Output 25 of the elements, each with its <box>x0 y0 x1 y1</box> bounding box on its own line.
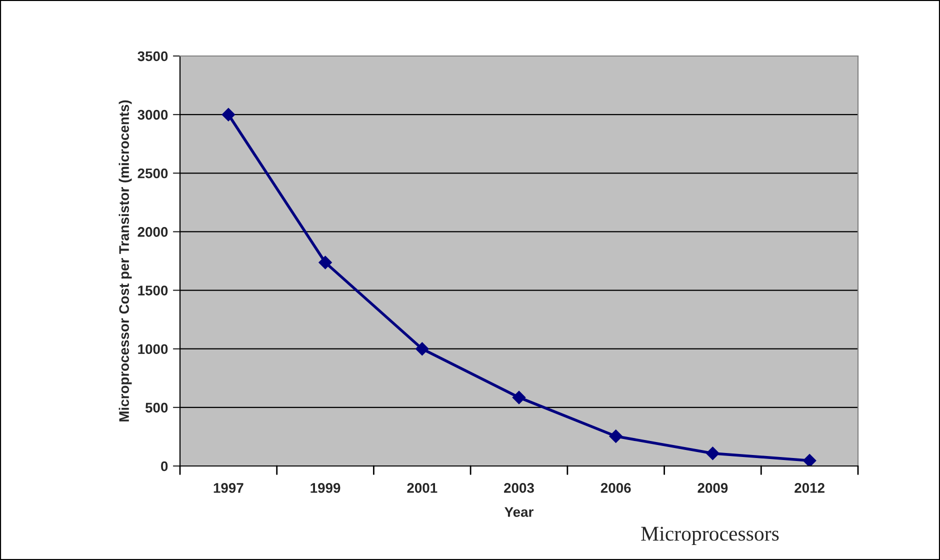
x-tick-label: 2006 <box>600 483 631 493</box>
x-tick-label: 1997 <box>214 483 244 493</box>
y-tick-label: 1500 <box>138 286 168 296</box>
x-tick-label: 2009 <box>698 483 728 493</box>
y-tick-label: 3000 <box>138 110 168 120</box>
text: Microprocessors <box>641 526 779 545</box>
y-tick-label: 1000 <box>138 344 168 354</box>
y-tick-label: 2500 <box>138 168 168 178</box>
y-tick-label: 0 <box>161 461 168 472</box>
point <box>609 430 622 443</box>
x-tick-label: 2012 <box>794 483 824 493</box>
x-tick-label: 2003 <box>504 483 534 493</box>
point <box>416 342 429 356</box>
point <box>512 390 526 404</box>
point <box>318 256 332 270</box>
x-axis-title: Year <box>504 507 534 517</box>
x-tick-label: 1999 <box>310 483 340 493</box>
x-tick-label: 2001 <box>407 483 438 493</box>
y-tick-label: 500 <box>145 402 168 413</box>
point <box>222 108 236 122</box>
y-tick-label: 2000 <box>138 227 168 237</box>
y-axis-title: Microprocessor Cost per Transistor (microcents) <box>118 100 132 422</box>
point <box>802 454 816 466</box>
y-tick-label: 3500 <box>138 51 168 62</box>
point <box>706 446 720 460</box>
